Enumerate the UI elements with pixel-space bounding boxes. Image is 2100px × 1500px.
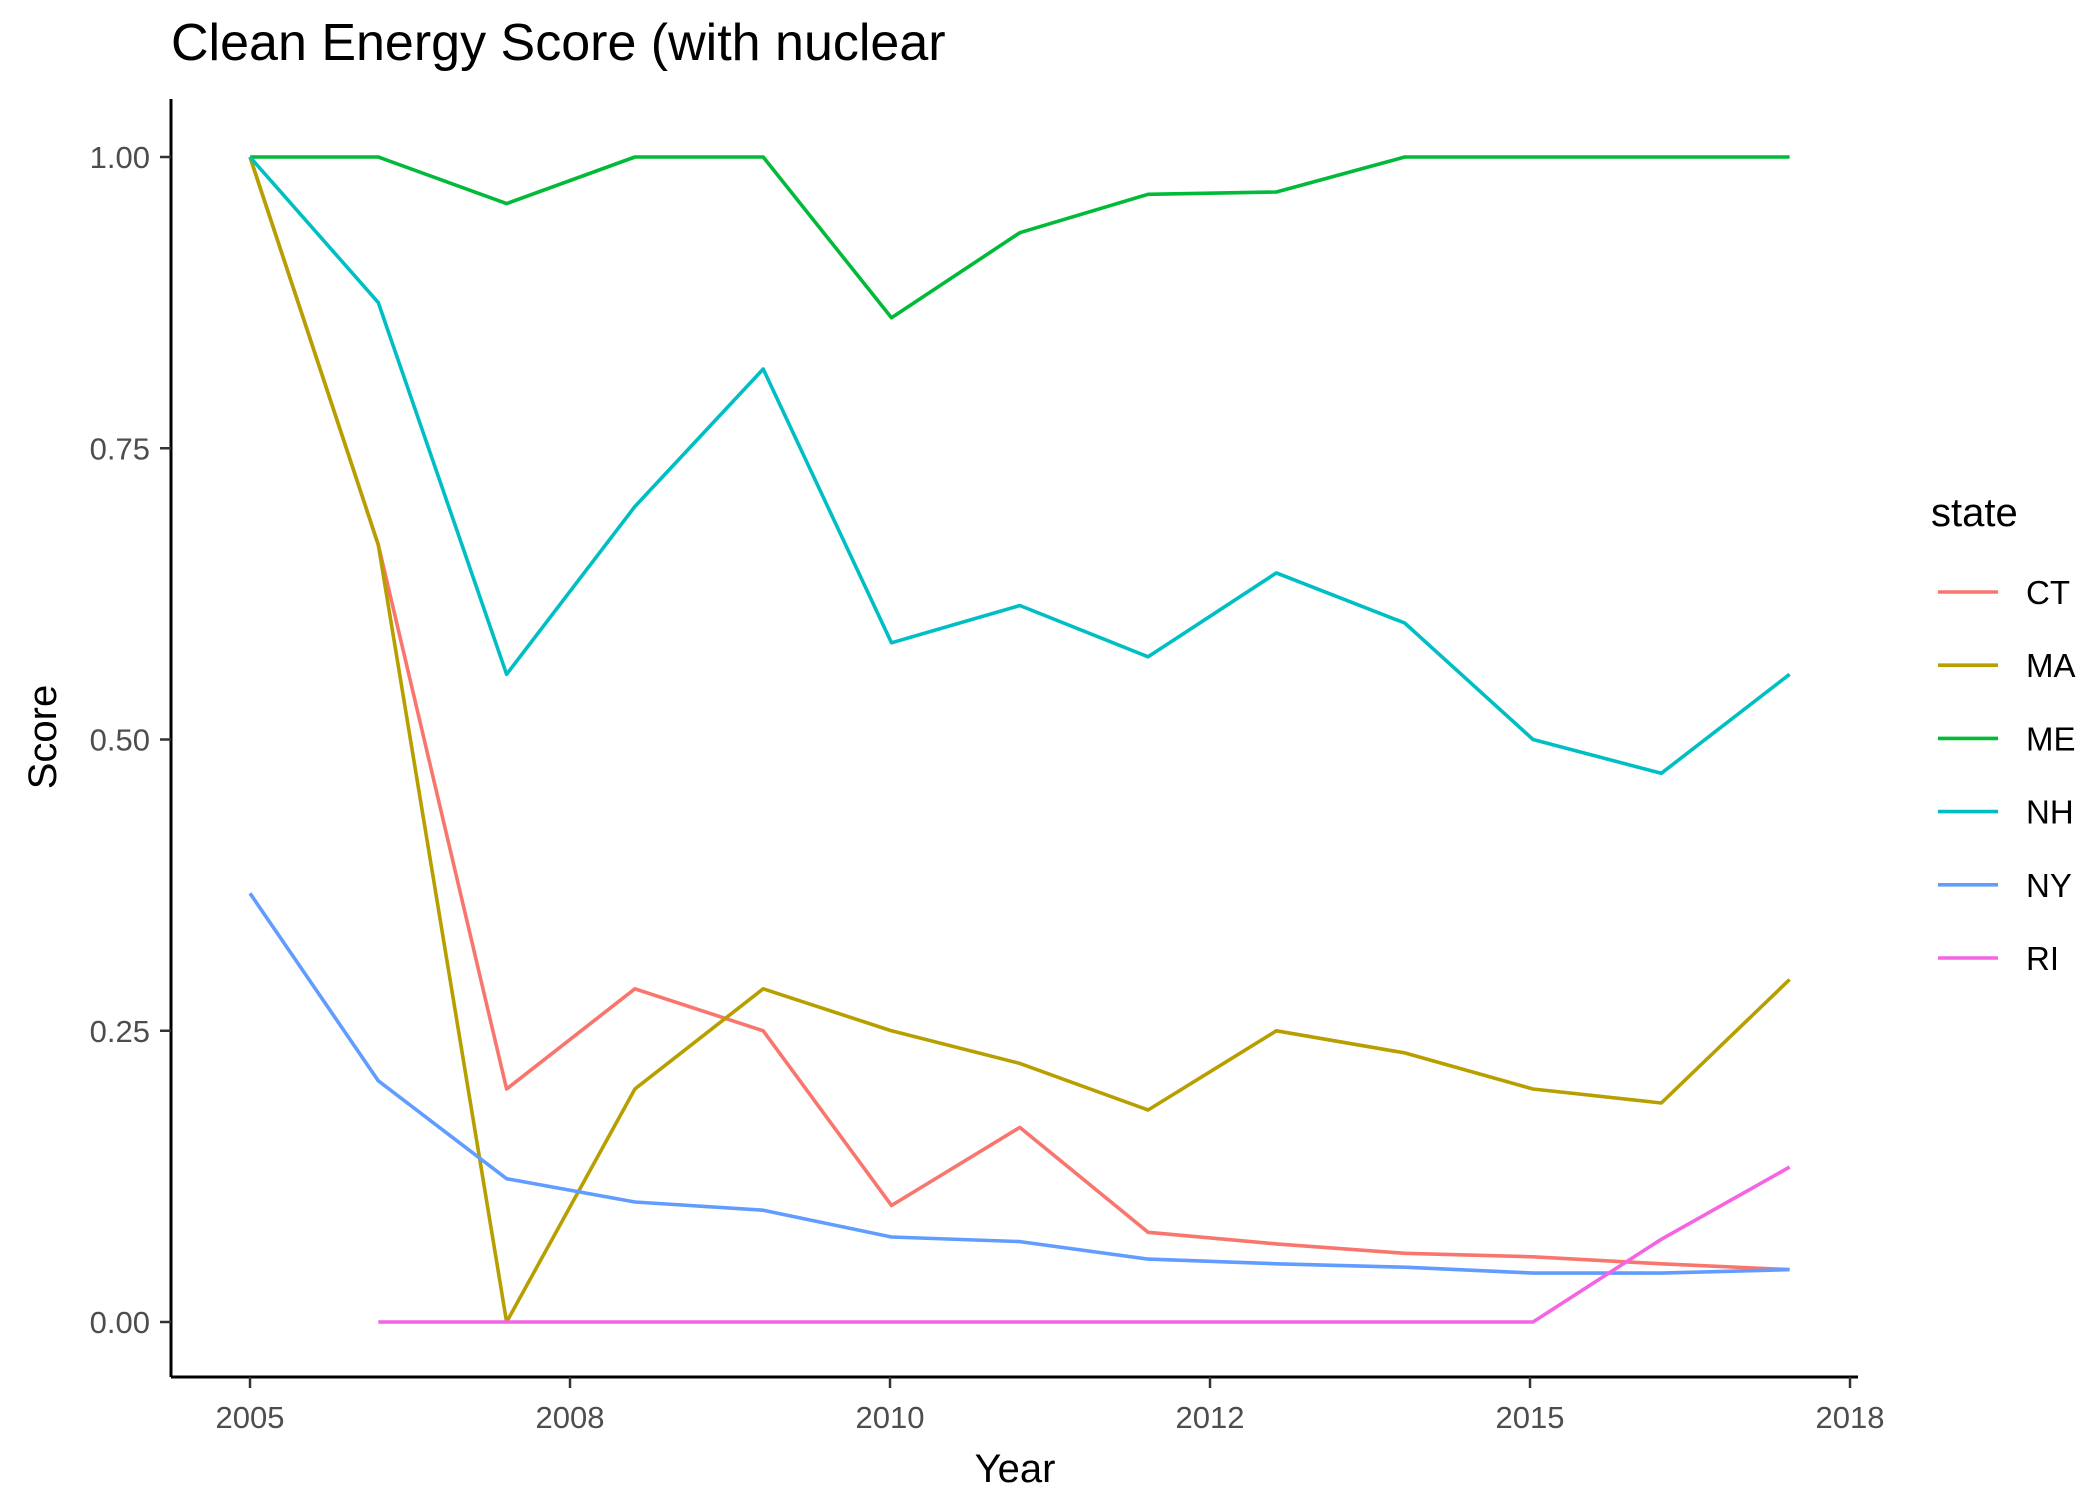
x-tick-label: 2005 (216, 1400, 285, 1435)
series-line-ny (248, 892, 1790, 1275)
legend-item-ct: CT (1938, 574, 2070, 611)
legend-item-ma: MA (1938, 647, 2076, 684)
legend-item-ri: RI (1938, 940, 2059, 977)
legend: state CT MA ME NH NY RI (1931, 491, 2076, 977)
x-axis-ticks: 2005 2008 2010 2012 2015 2018 (216, 1377, 1885, 1435)
x-tick-label: 2018 (1816, 1400, 1885, 1435)
series-line-ma (248, 156, 1791, 1324)
x-axis-title: Year (975, 1447, 1056, 1491)
series-line-ct (248, 156, 1790, 1272)
x-tick-label: 2010 (856, 1400, 925, 1435)
y-tick-label: 1.00 (90, 140, 150, 175)
y-tick-label: 0.50 (90, 723, 150, 758)
y-tick-label: 0.00 (90, 1305, 150, 1340)
legend-label: CT (2026, 574, 2070, 611)
series-line-ri (378, 1165, 1791, 1324)
legend-label: NY (2026, 867, 2072, 904)
legend-item-me: ME (1938, 720, 2076, 757)
legend-label: MA (2026, 647, 2076, 684)
y-tick-label: 0.75 (90, 431, 150, 466)
x-tick-label: 2012 (1176, 1400, 1245, 1435)
series-lines (248, 155, 1791, 1324)
plot-area: 0.00 0.25 0.50 0.75 1.00 2005 2008 2010 2012 201… (90, 99, 1885, 1435)
legend-label: NH (2026, 794, 2074, 831)
chart-title: Clean Energy Score (with nuclear (171, 14, 946, 72)
legend-label: RI (2026, 940, 2059, 977)
legend-item-ny: NY (1938, 867, 2072, 904)
legend-title: state (1931, 491, 2018, 535)
series-line-nh (248, 155, 1791, 776)
legend-item-nh: NH (1938, 794, 2074, 831)
y-axis-ticks: 0.00 0.25 0.50 0.75 1.00 (90, 140, 171, 1340)
y-axis-title: Score (21, 685, 65, 790)
y-tick-label: 0.25 (90, 1014, 150, 1049)
x-tick-label: 2015 (1496, 1400, 1565, 1435)
series-line-me (250, 155, 1790, 320)
legend-label: ME (2026, 720, 2076, 757)
x-tick-label: 2008 (536, 1400, 605, 1435)
